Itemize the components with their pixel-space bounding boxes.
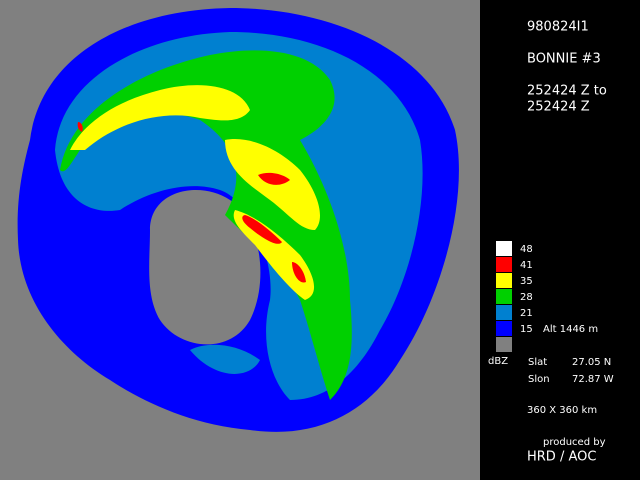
legend-swatch (496, 289, 512, 304)
credit-line2: HRD / AOC (527, 450, 596, 465)
legend-label: 35 (520, 276, 533, 287)
legend-label: 28 (520, 292, 533, 303)
run-id: 980824I1 (527, 20, 589, 35)
legend-swatch (496, 273, 512, 288)
legend: 48 41 35 28 21 15 (496, 241, 533, 352)
slon-value: 72.87 W (572, 374, 614, 385)
radar-image (0, 0, 480, 480)
legend-swatch (496, 337, 512, 352)
domain-size: 360 X 360 km (527, 405, 597, 416)
slat-value: 27.05 N (572, 357, 611, 368)
time-from: 252424 Z to (527, 84, 607, 99)
storm-name: BONNIE #3 (527, 52, 601, 67)
legend-swatch (496, 257, 512, 272)
credit-line1: produced by (543, 437, 606, 448)
legend-label: 48 (520, 244, 533, 255)
legend-swatch (496, 241, 512, 256)
legend-label: 41 (520, 260, 533, 271)
info-panel (480, 0, 640, 480)
legend-unit: dBZ (488, 356, 508, 367)
reflectivity-35 (70, 85, 320, 301)
altitude: Alt 1446 m (543, 324, 598, 335)
reflectivity-28 (60, 50, 352, 401)
legend-swatch (496, 321, 512, 336)
slat-label: Slat (528, 357, 547, 368)
legend-label: 21 (520, 308, 533, 319)
slon-label: Slon (528, 374, 550, 385)
legend-swatch (496, 305, 512, 320)
legend-label: 15 (520, 324, 533, 335)
time-to: 252424 Z (527, 100, 590, 115)
